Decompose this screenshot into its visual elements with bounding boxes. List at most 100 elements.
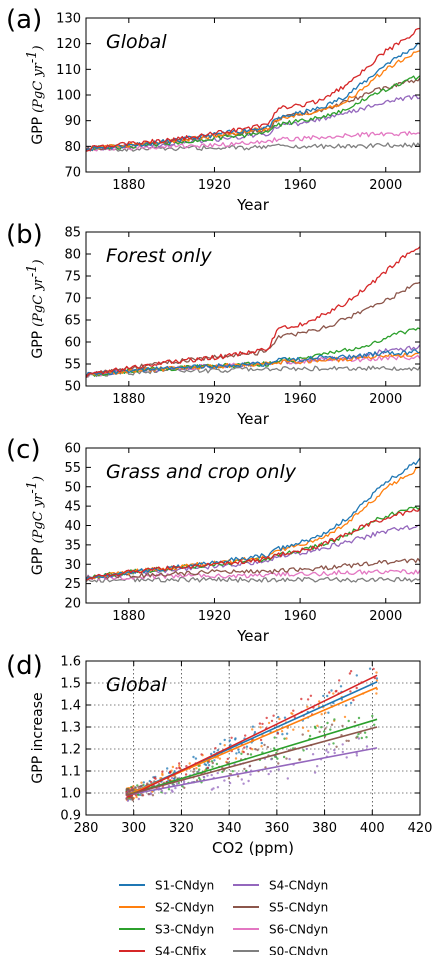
data-point — [308, 734, 312, 738]
data-point — [214, 747, 217, 750]
legend-entry-s4-cndyn: S4-CNdyn — [233, 879, 328, 893]
y-axis-label: GPP increase — [30, 692, 46, 783]
data-point — [137, 785, 140, 789]
data-point — [264, 766, 267, 769]
data-point — [341, 750, 344, 754]
data-point — [363, 731, 367, 734]
data-point — [202, 775, 205, 779]
data-point — [234, 757, 238, 760]
data-point — [355, 736, 358, 739]
y-tick-label: 120 — [56, 37, 81, 52]
data-point — [192, 770, 195, 773]
data-point — [373, 723, 376, 726]
data-point — [375, 671, 378, 674]
data-point — [194, 757, 198, 760]
data-point — [135, 795, 138, 799]
data-point — [286, 777, 289, 780]
legend-label: S0-CNdyn — [269, 945, 328, 955]
data-point — [333, 748, 336, 752]
x-axis-label: CO2 (ppm) — [212, 839, 294, 857]
x-axis-label: Year — [236, 196, 270, 214]
y-tick-label: 70 — [64, 292, 81, 307]
legend-label: S1-CNdyn — [155, 879, 214, 893]
panel-letter: (d) — [6, 651, 43, 681]
data-point — [137, 793, 140, 797]
data-point — [322, 694, 325, 698]
data-point — [226, 757, 229, 761]
data-point — [341, 743, 344, 746]
data-point — [192, 755, 195, 759]
y-tick-label: 70 — [64, 166, 81, 181]
data-point — [181, 785, 184, 788]
data-point — [138, 793, 142, 797]
y-tick-label: 60 — [64, 336, 81, 351]
data-point — [140, 794, 144, 797]
data-point — [218, 757, 222, 760]
x-tick-label: 1920 — [198, 609, 231, 624]
data-point — [368, 667, 372, 670]
data-point — [134, 786, 137, 789]
data-point — [177, 781, 180, 785]
data-point — [150, 780, 153, 784]
data-point — [175, 767, 178, 770]
y-tick-label: 45 — [64, 500, 81, 515]
data-point — [211, 765, 214, 768]
data-point — [311, 753, 315, 756]
data-point — [254, 748, 257, 751]
data-point — [211, 761, 214, 765]
data-point — [174, 776, 177, 779]
data-point — [223, 738, 226, 742]
x-tick-label: 1920 — [198, 178, 231, 193]
data-point — [306, 705, 309, 708]
data-point — [169, 779, 172, 782]
data-point — [228, 739, 231, 742]
data-point — [298, 758, 302, 761]
data-point — [223, 744, 226, 747]
x-tick-label: 1960 — [284, 609, 317, 624]
data-point — [338, 679, 341, 682]
data-point — [327, 751, 330, 754]
data-point — [166, 767, 169, 770]
fit-line-s5-cndyn — [126, 726, 378, 796]
data-point — [332, 692, 335, 695]
data-point — [131, 797, 134, 801]
data-point — [210, 773, 213, 777]
x-tick-label: 340 — [217, 821, 242, 836]
y-tick-label: 20 — [64, 597, 81, 612]
data-point — [352, 698, 355, 702]
panel-3: (c) 1880 1920 1960 2000 20 25 30 35 40 45 50 55 60 Yea… — [6, 435, 421, 645]
data-point — [256, 748, 259, 752]
data-point — [277, 762, 280, 765]
y-tick-label: 50 — [64, 380, 81, 395]
data-point — [301, 733, 304, 736]
plot-area — [86, 27, 420, 152]
data-point — [318, 700, 321, 703]
data-point — [360, 736, 363, 740]
data-point — [334, 690, 337, 693]
data-point — [140, 784, 144, 787]
data-point — [236, 775, 240, 778]
y-axis-label: GPP(PgC yr-1) — [25, 476, 46, 575]
data-point — [229, 743, 232, 746]
fit-line-s4-cnfix — [126, 674, 378, 799]
data-point — [324, 711, 327, 714]
data-point — [372, 667, 375, 671]
panel-4: (d) 280 300 320 340 360 380 400 420 0.9 1.0 1.1 1.2 1… — [6, 651, 432, 857]
data-point — [174, 786, 177, 790]
axes-frame — [85, 231, 421, 387]
data-point — [335, 745, 338, 748]
data-point — [349, 670, 353, 673]
data-point — [326, 721, 329, 725]
x-tick-label: 300 — [121, 821, 146, 836]
legend-entry-s6-cndyn: S6-CNdyn — [233, 923, 328, 937]
data-point — [283, 737, 286, 740]
data-point — [216, 771, 219, 775]
x-tick-label: 1880 — [112, 609, 145, 624]
data-point — [318, 730, 321, 733]
data-point — [328, 743, 331, 746]
data-point — [328, 691, 331, 694]
data-point — [200, 753, 203, 756]
data-point — [131, 788, 134, 792]
axes-frame — [85, 660, 421, 816]
data-point — [332, 742, 335, 745]
